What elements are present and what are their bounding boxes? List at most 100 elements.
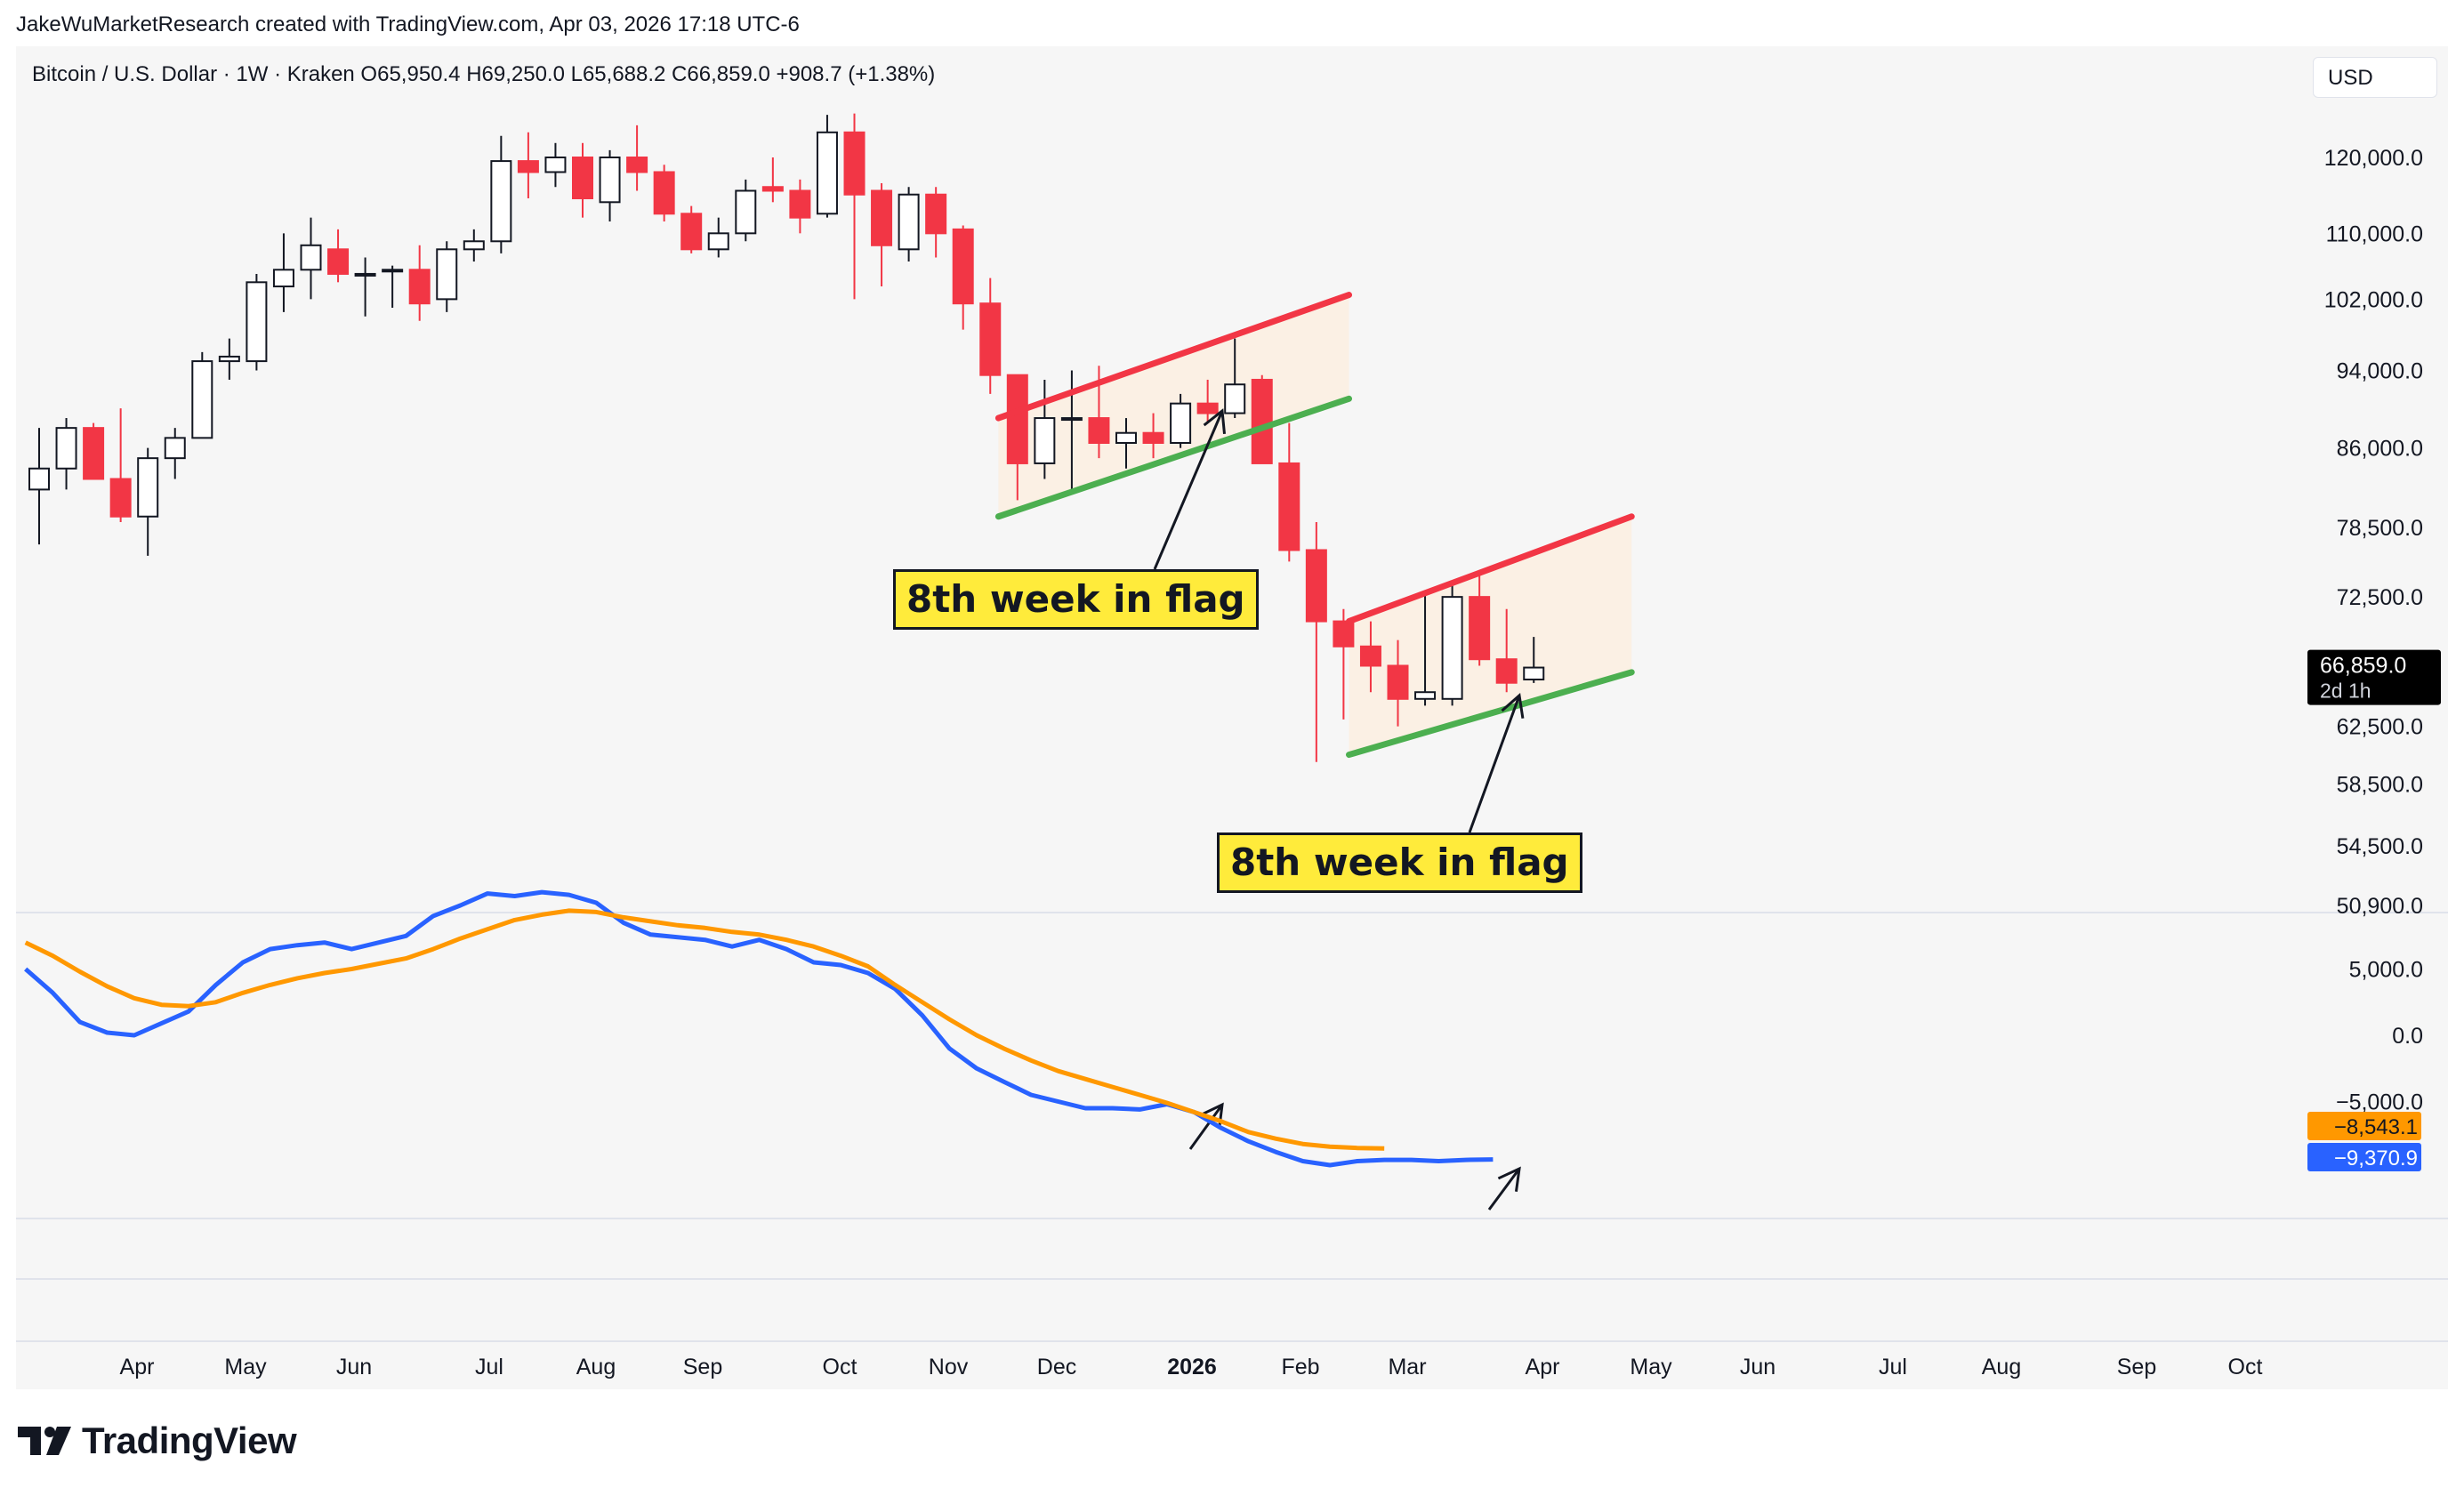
last-price-countdown: 2d 1h	[2320, 680, 2371, 703]
candle-body	[517, 160, 539, 173]
candle-body	[979, 302, 1002, 376]
symbol-ohlc-legend[interactable]: Bitcoin / U.S. Dollar · 1W · Kraken O65,…	[32, 62, 936, 86]
candle-body	[871, 189, 893, 246]
chart-svg[interactable]: 120,000.0 110,000.0 102,000.0 94,000.0 86,00…	[16, 46, 2448, 1389]
time-axis-label: Feb	[1281, 1355, 1319, 1379]
candle-body	[1034, 417, 1056, 464]
price-axis-label: 78,500.0	[2337, 516, 2423, 541]
price-axis-label: 94,000.0	[2337, 358, 2423, 383]
candle-body	[1333, 620, 1355, 647]
candle-body	[925, 193, 947, 235]
candle-body	[1224, 383, 1246, 414]
candle-body	[1495, 658, 1518, 684]
candle-body	[164, 437, 186, 460]
candle-body	[1387, 664, 1409, 700]
candle-body	[1196, 402, 1219, 414]
time-axis-label: Jun	[336, 1355, 372, 1379]
annotation-arrow	[1153, 410, 1224, 570]
time-axis-label: May	[224, 1355, 267, 1379]
time-axis-label: Sep	[2117, 1355, 2156, 1379]
flag-lower-trendline	[1346, 669, 1635, 759]
oscillator-value-tag	[2307, 1143, 2421, 1171]
candle-body	[272, 269, 294, 288]
price-axis-label: 54,500.0	[2337, 834, 2423, 859]
oscillator-value-label: −8,543.1	[2334, 1115, 2418, 1139]
flag-upper-trendline	[994, 292, 1353, 422]
candle-body	[463, 240, 485, 251]
flag-lower-trendline	[994, 395, 1353, 520]
currency-button[interactable]: USD	[2313, 57, 2437, 98]
annotation-arrowhead	[1203, 408, 1226, 435]
oscillator-axis-label: 0.0	[2392, 1024, 2423, 1049]
candle-body	[735, 189, 757, 235]
annotation-label: 8th week in flag	[1217, 832, 1582, 893]
time-axis-label: Nov	[929, 1355, 969, 1379]
candle-body	[218, 355, 240, 363]
oscillator-value-tag	[2307, 1112, 2421, 1140]
candle-body	[490, 160, 512, 243]
tradingview-logo-text: TradingView	[82, 1420, 297, 1461]
candle-body	[83, 427, 105, 480]
candle-body	[1523, 666, 1545, 680]
candle-body	[707, 232, 729, 251]
candle-body	[300, 244, 322, 271]
candle-body	[1088, 417, 1110, 445]
annotation-arrow	[1468, 695, 1521, 833]
candle-body	[626, 157, 648, 173]
annotation-arrow	[1487, 1168, 1521, 1210]
last-price-tag	[2307, 649, 2441, 705]
price-axis-label: 110,000.0	[2326, 221, 2423, 246]
candle-body	[1359, 645, 1381, 667]
candle-body	[843, 131, 866, 196]
candle-body	[898, 193, 920, 251]
candle-body	[246, 281, 268, 363]
time-axis-label: Oct	[823, 1355, 858, 1379]
candle-body	[1251, 378, 1273, 464]
time-axis-label: Aug	[1982, 1355, 2021, 1379]
candle-body	[952, 228, 974, 305]
price-axis-label: 62,500.0	[2337, 715, 2423, 740]
time-axis-label: Jun	[1740, 1355, 1776, 1379]
candle-body	[789, 189, 811, 219]
price-axis-label: 72,500.0	[2337, 585, 2423, 610]
price-axis-label: 58,500.0	[2337, 773, 2423, 798]
candle-body	[191, 360, 213, 439]
time-axis-label: Mar	[1388, 1355, 1426, 1379]
flag-channel-fill	[1349, 516, 1632, 755]
time-axis-label: Aug	[576, 1355, 616, 1379]
annotation-label: 8th week in flag	[893, 569, 1259, 630]
candle-body	[354, 272, 376, 277]
annotation-arrowhead	[1497, 1166, 1521, 1192]
time-axis-label: Apr	[1526, 1355, 1560, 1379]
time-axis-label: 2026	[1167, 1355, 1217, 1379]
candle-body	[137, 457, 159, 518]
chart-area[interactable]: 120,000.0 110,000.0 102,000.0 94,000.0 86,00…	[16, 46, 2448, 1389]
last-price-value: 66,859.0	[2320, 654, 2406, 679]
tradingview-logo[interactable]: TradingView	[18, 1416, 297, 1466]
candle-body	[1006, 374, 1028, 464]
candle-body	[1441, 596, 1463, 700]
candle-body	[816, 131, 838, 215]
candle-body	[382, 269, 404, 273]
candle-body	[1278, 462, 1300, 551]
oscillator-line	[24, 889, 1494, 1168]
annotation-arrow	[1188, 1104, 1224, 1150]
time-axis-label: May	[1630, 1355, 1672, 1379]
candle-body	[761, 186, 784, 192]
candle-body	[653, 171, 675, 215]
oscillator-value-label: −9,370.9	[2334, 1146, 2418, 1170]
flag-upper-trendline	[1346, 513, 1635, 625]
candle-body	[28, 467, 50, 491]
candles-group	[28, 113, 1545, 762]
candle-body	[408, 269, 431, 305]
time-axis-label: Oct	[2228, 1355, 2263, 1379]
candle-body	[1469, 596, 1491, 661]
price-axis-label: 86,000.0	[2337, 437, 2423, 462]
oscillator-axis-label: 5,000.0	[2349, 958, 2423, 983]
price-axis-label: 50,900.0	[2337, 894, 2423, 919]
candle-body	[1060, 417, 1083, 422]
time-axis-label: Jul	[1879, 1355, 1907, 1379]
candle-body	[436, 248, 458, 301]
candle-body	[1414, 691, 1437, 700]
attribution-text: JakeWuMarketResearch created with Tradin…	[16, 12, 800, 36]
